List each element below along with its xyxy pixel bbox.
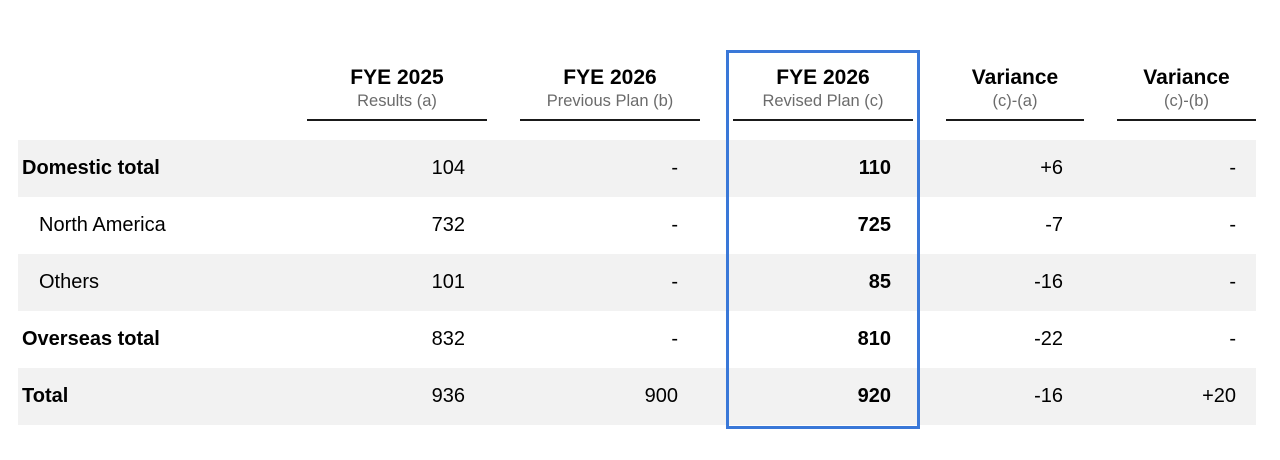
column-subtitle: Previous Plan (b) [546,92,674,110]
value-variance-c-a: -16 [1034,271,1063,293]
value-revised-plan: 920 [857,385,891,407]
table-row-domestic-total: Domestic total 104 - 110 +6 - [18,140,1256,197]
column-header-variance-c-a: Variance (c)-(a) [946,66,1084,121]
value-variance-c-a: -22 [1034,328,1063,350]
row-label: Total [22,385,69,407]
column-title: FYE 2026 [776,66,870,89]
value-variance-c-a: -16 [1034,385,1063,407]
value-previous-plan: 900 [644,385,678,407]
table-row-overseas-total: Overseas total 832 - 810 -22 - [18,311,1256,368]
value-variance-c-a: +6 [1040,157,1063,179]
value-fye2025: 732 [431,214,465,236]
table-row-total: Total 936 900 920 -16 +20 [18,368,1256,425]
value-previous-plan: - [671,214,678,236]
column-rule [307,119,487,121]
column-title: Variance [971,66,1059,89]
value-previous-plan: - [671,157,678,179]
value-revised-plan: 725 [857,214,891,236]
column-header-variance-c-b: Variance (c)-(b) [1117,66,1256,121]
value-variance-c-b: - [1229,328,1236,350]
value-variance-c-b: - [1229,157,1236,179]
value-revised-plan: 110 [858,157,891,179]
value-variance-c-b: +20 [1202,385,1236,407]
value-previous-plan: - [671,271,678,293]
row-label: Overseas total [22,328,160,350]
column-subtitle: (c)-(a) [992,92,1038,110]
value-revised-plan: 85 [868,271,891,293]
column-rule [520,119,700,121]
table-row-north-america: North America 732 - 725 -7 - [18,197,1256,254]
value-fye2025: 832 [431,328,465,350]
value-revised-plan: 810 [857,328,891,350]
column-header-fye2026-previous-plan: FYE 2026 Previous Plan (b) [520,66,700,121]
column-title: Variance [1143,66,1230,89]
table-row-others: Others 101 - 85 -16 - [18,254,1256,311]
column-header-fye2026-revised-plan: FYE 2026 Revised Plan (c) [733,66,913,121]
value-fye2025: 104 [431,157,465,179]
column-subtitle: Revised Plan (c) [762,92,884,110]
column-rule [1117,119,1256,121]
value-fye2025: 101 [431,271,465,293]
value-variance-c-b: - [1229,214,1236,236]
column-title: FYE 2025 [350,66,444,89]
row-label: Others [39,271,100,293]
row-label: North America [39,214,166,236]
value-variance-c-a: -7 [1045,214,1063,236]
value-variance-c-b: - [1229,271,1236,293]
column-title: FYE 2026 [563,66,657,89]
column-subtitle: (c)-(b) [1164,92,1209,110]
value-previous-plan: - [671,328,678,350]
value-fye2025: 936 [431,385,465,407]
column-rule [946,119,1084,121]
column-subtitle: Results (a) [357,92,437,110]
row-label: Domestic total [22,157,160,179]
column-header-fye2025-results: FYE 2025 Results (a) [307,66,487,121]
column-rule [733,119,913,121]
